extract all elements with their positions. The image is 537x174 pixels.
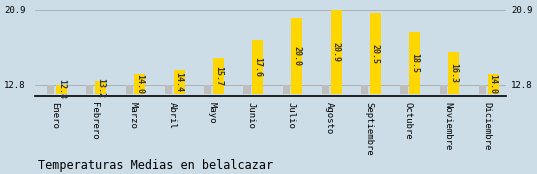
Text: 14.0: 14.0	[135, 74, 144, 94]
Bar	[252, 40, 263, 94]
Bar	[126, 85, 133, 94]
Text: 14.0: 14.0	[489, 74, 498, 94]
Bar	[165, 85, 172, 94]
Bar	[243, 85, 251, 94]
Bar	[409, 32, 420, 94]
Text: 13.2: 13.2	[96, 78, 105, 98]
Bar	[213, 58, 224, 94]
Bar	[479, 85, 486, 94]
Bar	[361, 85, 368, 94]
Bar	[292, 18, 302, 94]
Text: 12.8: 12.8	[57, 79, 66, 99]
Text: 16.3: 16.3	[449, 63, 459, 83]
Bar	[322, 85, 329, 94]
Text: 18.5: 18.5	[410, 53, 419, 73]
Bar	[86, 85, 93, 94]
Bar	[448, 52, 459, 94]
Text: 20.9: 20.9	[331, 42, 340, 62]
Bar	[134, 74, 146, 94]
Bar	[47, 85, 54, 94]
Bar	[282, 85, 290, 94]
Bar	[56, 85, 67, 94]
Text: 20.0: 20.0	[292, 46, 301, 66]
Text: 14.4: 14.4	[175, 72, 184, 92]
Bar	[488, 74, 499, 94]
Text: 17.6: 17.6	[253, 57, 262, 77]
Text: 15.7: 15.7	[214, 66, 223, 86]
Bar	[95, 81, 106, 94]
Bar	[401, 85, 408, 94]
Bar	[331, 10, 342, 94]
Bar	[440, 85, 447, 94]
Text: Temperaturas Medias en belalcazar: Temperaturas Medias en belalcazar	[38, 159, 273, 172]
Bar	[370, 13, 381, 94]
Bar	[204, 85, 211, 94]
Bar	[173, 70, 185, 94]
Text: 20.5: 20.5	[371, 44, 380, 64]
